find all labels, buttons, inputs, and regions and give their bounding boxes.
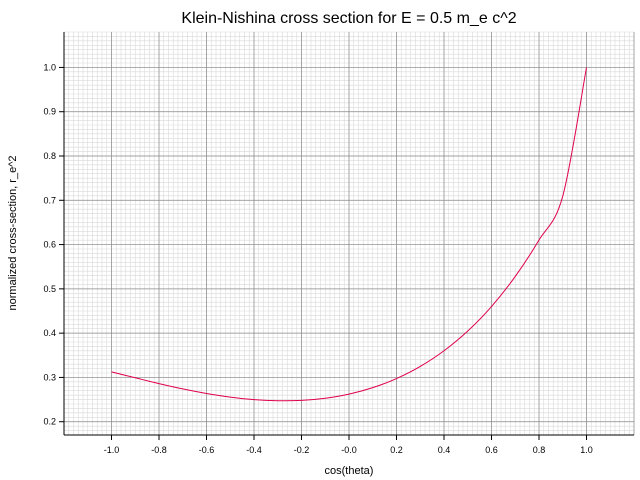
y-tick-label: 0.9 (43, 107, 56, 117)
x-tick-label: 0.2 (390, 445, 403, 455)
x-tick-label: -0.0 (341, 445, 357, 455)
x-tick-label: -0.2 (294, 445, 310, 455)
y-axis-label: normalized cross-section, r_e^2 (7, 156, 19, 311)
x-tick-label: -0.8 (151, 445, 167, 455)
x-tick-label: 0.8 (533, 445, 546, 455)
y-tick-label: 0.5 (43, 284, 56, 294)
y-tick-label: 0.2 (43, 417, 56, 427)
y-tick-label: 0.6 (43, 240, 56, 250)
y-tick-label: 0.8 (43, 151, 56, 161)
y-tick-label: 1.0 (43, 62, 56, 72)
x-tick-label: -1.0 (104, 445, 120, 455)
y-tick-label: 0.3 (43, 372, 56, 382)
y-tick-label: 0.7 (43, 195, 56, 205)
x-tick-label: 0.6 (485, 445, 498, 455)
x-axis-label: cos(theta) (325, 465, 374, 477)
x-tick-label: 1.0 (580, 445, 593, 455)
y-tick-label: 0.4 (43, 328, 56, 338)
series-line (111, 67, 587, 402)
chart-series (111, 67, 587, 402)
chart-grid (63, 31, 635, 436)
chart-ticks: -1.0 -0.8 -0.6 -0.4 -0.2 -0.0 0.2 0.4 0.6 0.8 1.0 0… (43, 62, 592, 455)
x-tick-label: -0.4 (246, 445, 262, 455)
x-tick-label: 0.4 (438, 445, 451, 455)
chart-title: Klein-Nishina cross section for E = 0.5 … (181, 10, 516, 27)
x-tick-label: -0.6 (199, 445, 215, 455)
